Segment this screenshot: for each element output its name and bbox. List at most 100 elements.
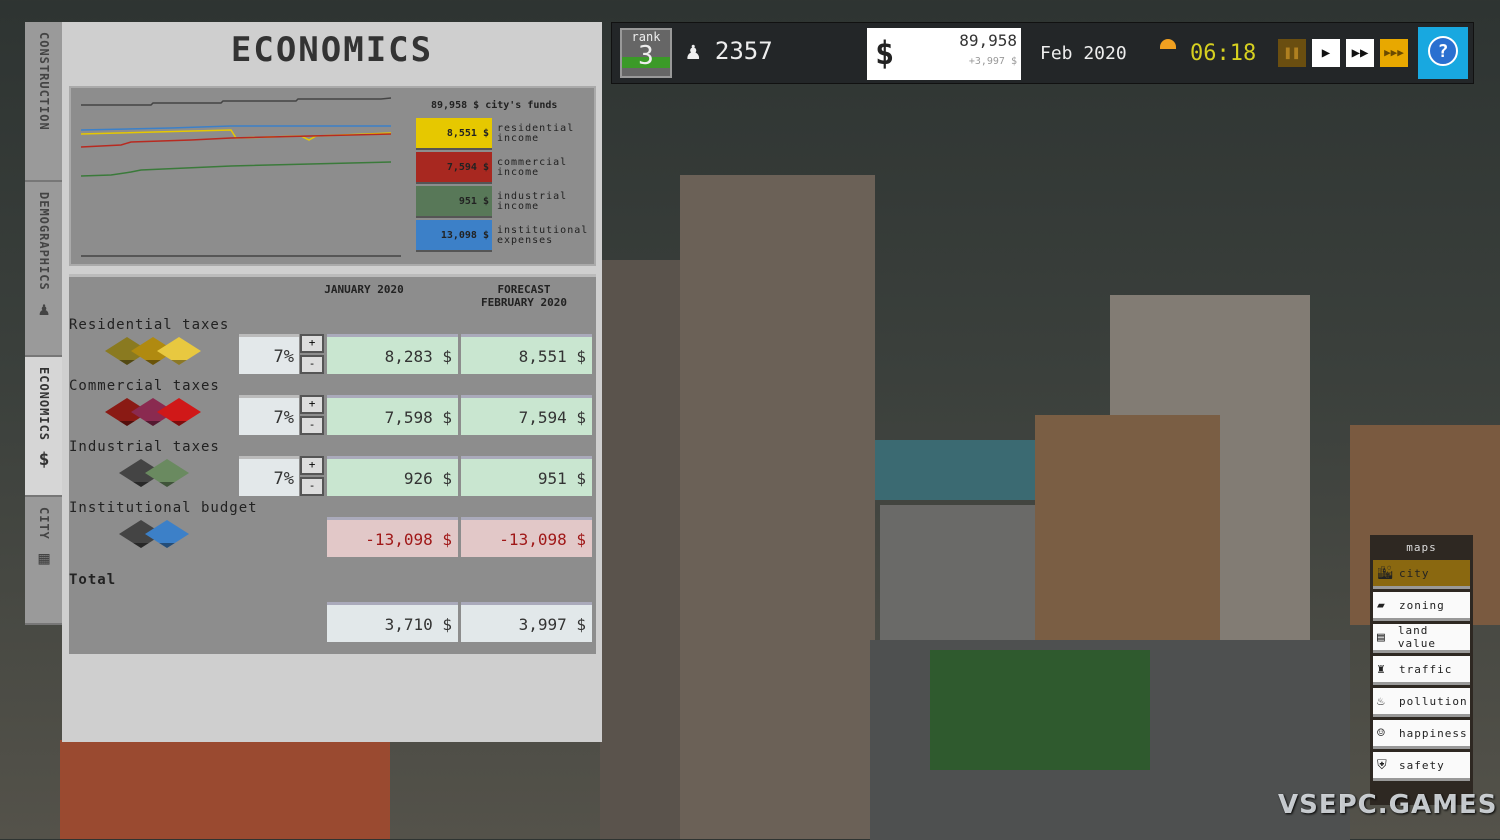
map-traffic-button[interactable]: ♜ traffic <box>1373 656 1470 685</box>
fast-forward-button[interactable]: ▶▶ <box>1346 39 1374 67</box>
map-city-button[interactable]: 🏙 city <box>1373 560 1470 589</box>
tax-rate-input[interactable]: 7% <box>239 334 299 374</box>
funds-value: 89,958 $ <box>431 100 480 111</box>
rate-stepper: + - <box>300 334 324 374</box>
tax-rate-input[interactable]: 7% <box>239 456 299 496</box>
funds-line <box>81 97 392 106</box>
pause-button[interactable]: ❚❚ <box>1278 39 1306 67</box>
panel-title: ECONOMICS <box>230 30 434 70</box>
legend-label-line: institutional <box>497 225 589 236</box>
col-header-forecast: FORECAST FEBRUARY 2020 <box>459 283 589 309</box>
population: ♟ 2357 <box>686 37 773 65</box>
legend-label: commercial income <box>497 158 567 178</box>
map-zoning-icon: ▰ <box>1377 597 1386 613</box>
map-happiness-button[interactable]: ☺ happiness <box>1373 720 1470 749</box>
dollar-icon: $ <box>38 449 50 471</box>
map-zoning-button[interactable]: ▰ zoning <box>1373 592 1470 621</box>
sun-icon <box>1160 39 1176 49</box>
map-safety-button[interactable]: ⛨ safety <box>1373 752 1470 781</box>
rank-label: rank <box>631 30 661 44</box>
row-label: Institutional budget <box>69 500 258 516</box>
legend-item: 13,098 $ institutional expenses <box>416 219 596 253</box>
legend-label-line: residential <box>497 123 575 134</box>
map-happiness-icon: ☺ <box>1377 725 1386 741</box>
rate-stepper: + - <box>300 456 324 496</box>
legend-label-line: income <box>497 167 540 178</box>
legend-item: 951 $ industrial income <box>416 185 596 219</box>
legend-swatch: 7,594 $ <box>416 152 492 184</box>
play-button[interactable]: ▶ <box>1312 39 1340 67</box>
forecast-label: FORECAST <box>497 283 551 296</box>
legend-item: 7,594 $ commercial income <box>416 151 596 185</box>
tab-label: CITY <box>37 507 51 540</box>
tab-construction[interactable]: CONSTRUCTION <box>25 22 63 182</box>
legend-label-line: industrial <box>497 191 568 202</box>
legend-item: 8,551 $ residential income <box>416 117 596 151</box>
dollar-icon: $ <box>875 34 895 72</box>
forecast-month: FEBRUARY 2020 <box>480 296 568 309</box>
zone-icons <box>119 520 189 548</box>
tab-demographics[interactable]: DEMOGRAPHICS ♟ <box>25 182 63 357</box>
increase-button[interactable]: + <box>300 334 324 353</box>
legend-swatch: 951 $ <box>416 186 492 218</box>
chart-lines <box>80 97 401 257</box>
map-label: land value <box>1397 624 1436 650</box>
tax-rate-input[interactable]: 7% <box>239 395 299 435</box>
rank-badge[interactable]: rank 3 <box>620 28 672 78</box>
legend-label-line: expenses <box>497 235 554 246</box>
current-value: 926 $ <box>327 456 458 496</box>
map-city-icon: 🏙 <box>1377 565 1395 581</box>
decrease-button[interactable]: - <box>300 477 324 496</box>
funds-box[interactable]: $ 89,958 +3,997 $ <box>867 28 1021 80</box>
tax-table: JANUARY 2020 FORECAST FEBRUARY 2020 Resid… <box>69 274 596 654</box>
total-current: 3,710 $ <box>327 602 458 642</box>
date: Feb 2020 <box>1040 43 1127 64</box>
map-label: pollution <box>1399 694 1468 708</box>
current-value: 7,598 $ <box>327 395 458 435</box>
map-land-value-button[interactable]: ▤ land value <box>1373 624 1470 653</box>
legend-swatch: 8,551 $ <box>416 118 492 150</box>
tab-label: DEMOGRAPHICS <box>37 192 51 291</box>
zone-icons <box>105 337 201 365</box>
commercial-line <box>80 133 392 148</box>
map-label: zoning <box>1399 598 1445 612</box>
col-header-current: JANUARY 2020 <box>324 283 404 296</box>
decrease-button[interactable]: - <box>300 416 324 435</box>
maps-title: maps <box>1406 541 1437 554</box>
legend-label-line: income <box>497 201 540 212</box>
economics-panel: ECONOMICS 89,958 $ city's funds 8,551 $ r… <box>62 22 602 742</box>
tab-label: ECONOMICS <box>37 367 51 442</box>
zone-icons <box>119 459 189 487</box>
top-bar: rank 3 ♟ 2357 $ 89,958 +3,997 $ Feb 2020 … <box>611 22 1474 84</box>
funds-delta: +3,997 $ <box>968 56 1017 67</box>
clock: 06:18 <box>1190 41 1257 66</box>
tab-economics[interactable]: ECONOMICS $ <box>25 357 63 497</box>
legend-label: industrial income <box>497 192 567 212</box>
funds-value: 89,958 <box>959 31 1017 50</box>
legend-label: residential income <box>497 124 574 144</box>
row-label: Residential taxes <box>69 317 230 333</box>
tab-city[interactable]: CITY ▦ <box>25 497 63 625</box>
maps-panel: maps 🏙 city ▰ zoning ▤ land value ♜ traffic ♨ pol… <box>1370 535 1473 805</box>
current-value: 8,283 $ <box>327 334 458 374</box>
map-pollution-button[interactable]: ♨ pollution <box>1373 688 1470 717</box>
funds-legend: 89,958 $ city's funds <box>431 100 596 111</box>
increase-button[interactable]: + <box>300 395 324 414</box>
total-label: Total <box>69 572 117 588</box>
zone-tile-icon <box>157 337 201 365</box>
forecast-value: 8,551 $ <box>461 334 592 374</box>
tab-label: CONSTRUCTION <box>37 32 51 131</box>
increase-button[interactable]: + <box>300 456 324 475</box>
map-safety-icon: ⛨ <box>1377 757 1388 773</box>
population-value: 2357 <box>714 37 773 65</box>
map-label: city <box>1399 566 1430 580</box>
map-label: happiness <box>1399 726 1468 740</box>
map-label: safety <box>1399 758 1445 772</box>
map-traffic-icon: ♜ <box>1377 661 1386 677</box>
forecast-value: -13,098 $ <box>461 517 592 557</box>
help-button[interactable]: ? <box>1418 27 1468 79</box>
fastest-button[interactable]: ▶▶▶ <box>1380 39 1408 67</box>
decrease-button[interactable]: - <box>300 355 324 374</box>
legend-label-line: commercial <box>497 157 568 168</box>
